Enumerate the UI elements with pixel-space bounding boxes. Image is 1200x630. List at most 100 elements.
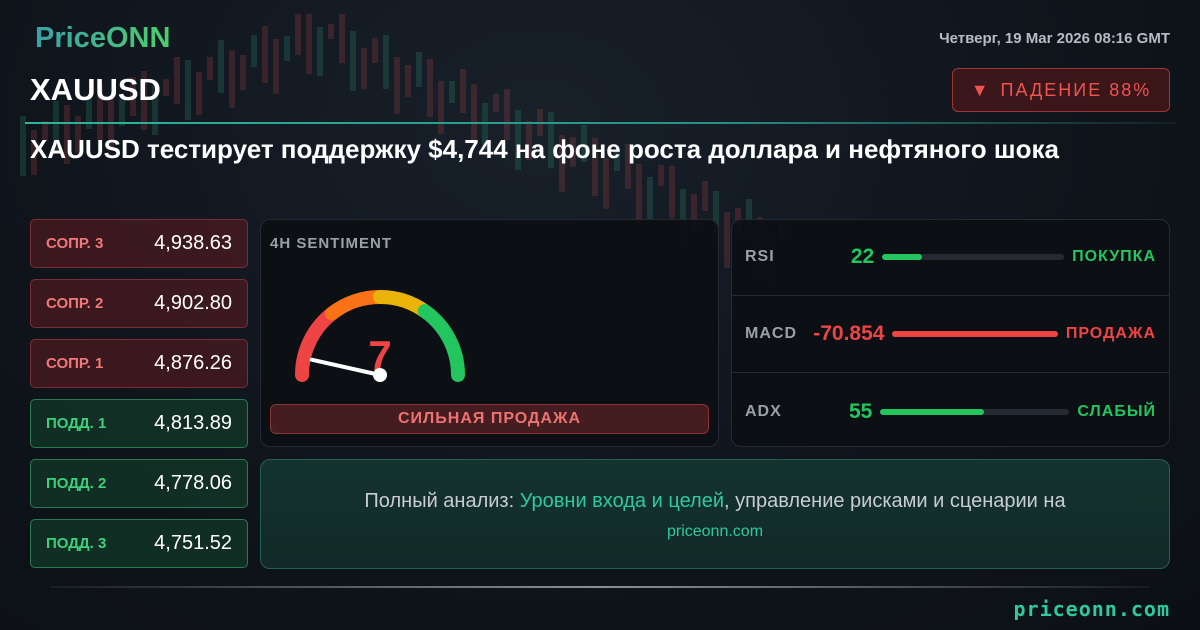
bg-candle xyxy=(42,121,48,142)
bg-candle xyxy=(317,27,323,76)
bg-candle xyxy=(229,49,235,109)
bg-candle xyxy=(493,94,499,113)
bg-candle xyxy=(394,56,400,115)
level-value: 4,902.80 xyxy=(154,292,232,314)
bg-candle xyxy=(295,14,301,56)
bg-candle xyxy=(163,78,169,97)
bg-candle xyxy=(416,52,422,88)
logo: PriceONN xyxy=(35,22,171,54)
sentiment-label: СИЛЬНАЯ ПРОДАЖА xyxy=(270,404,709,434)
bg-candle xyxy=(383,34,389,90)
trend-badge: ▼ ПАДЕНИЕ 88% xyxy=(952,68,1170,112)
bg-candle xyxy=(196,71,202,115)
bg-candle xyxy=(438,81,444,135)
cta-link[interactable]: Уровни входа и целей xyxy=(519,490,724,512)
indicator-name: MACD xyxy=(745,325,797,342)
bg-candle xyxy=(75,115,81,153)
indicator-rsi: RSI 22 ПОКУПКА xyxy=(731,219,1170,296)
indicator-bar xyxy=(892,331,1058,337)
bg-candle xyxy=(97,84,103,141)
bg-candle xyxy=(658,165,664,186)
indicator-bar-fill xyxy=(880,408,985,415)
divider xyxy=(25,122,1175,124)
gauge-segment xyxy=(417,304,465,382)
bg-candle xyxy=(361,47,367,89)
gauge-value: 7 xyxy=(368,332,391,379)
sentiment-gauge: 7 xyxy=(295,290,465,382)
bg-candle xyxy=(449,80,455,103)
triangle-down-icon: ▼ xyxy=(970,79,991,100)
level-support: ПОДД. 3 4,751.52 xyxy=(30,519,248,568)
bg-candle xyxy=(273,39,279,94)
indicator-value: 22 xyxy=(850,245,875,268)
cta-prefix: Полный анализ: xyxy=(364,490,520,512)
indicator-name: RSI xyxy=(745,248,775,265)
bg-candle xyxy=(262,25,268,84)
bg-candle xyxy=(427,58,433,117)
bg-candle xyxy=(240,55,246,90)
level-resistance: СОПР. 3 4,938.63 xyxy=(30,219,248,268)
level-label: СОПР. 3 xyxy=(46,235,104,252)
gauge-segment xyxy=(295,306,339,382)
bg-candle xyxy=(152,84,158,135)
level-label: ПОДД. 1 xyxy=(46,415,107,432)
footer-site[interactable]: priceonn.com xyxy=(1013,597,1170,621)
bg-candle xyxy=(20,116,26,176)
level-resistance: СОПР. 1 4,876.26 xyxy=(30,339,248,388)
level-label: ПОДД. 2 xyxy=(46,475,107,492)
bg-candle xyxy=(306,14,312,74)
bottom-divider xyxy=(50,586,1150,588)
gauge-segment xyxy=(324,290,387,321)
level-value: 4,938.63 xyxy=(154,232,232,254)
level-support: ПОДД. 2 4,778.06 xyxy=(30,459,248,508)
level-value: 4,751.52 xyxy=(154,532,232,554)
headline: XAUUSD тестирует поддержку $4,744 на фон… xyxy=(30,134,1059,164)
bg-candle xyxy=(141,70,147,131)
indicator-value: -70.854 xyxy=(813,322,885,345)
gauge-pivot xyxy=(373,368,387,382)
level-label: СОПР. 2 xyxy=(46,295,104,312)
sentiment-title: 4H SENTIMENT xyxy=(270,235,393,252)
bg-candle xyxy=(614,151,620,172)
bg-candle xyxy=(746,198,752,239)
symbol-title: XAUUSD xyxy=(30,72,161,107)
level-value: 4,778.06 xyxy=(154,472,232,494)
bg-candle xyxy=(471,84,477,145)
bg-candle xyxy=(339,14,345,63)
cta-site-link[interactable]: priceonn.com xyxy=(666,523,764,540)
level-label: СОПР. 1 xyxy=(46,355,104,372)
bg-candle xyxy=(669,166,675,218)
bg-candle xyxy=(647,177,653,222)
level-value: 4,813.89 xyxy=(154,412,232,434)
bg-candle xyxy=(559,135,565,192)
cta-suffix: , управление рисками и сценарии на xyxy=(724,490,1066,512)
indicator-value: 55 xyxy=(848,399,873,423)
gauge-segment xyxy=(373,290,432,319)
indicator-bar-fill xyxy=(892,331,1058,337)
bg-candle xyxy=(636,163,642,224)
bg-candle xyxy=(284,36,290,62)
gauge-needle xyxy=(309,357,382,377)
bg-candle xyxy=(548,112,554,168)
indicator-bar xyxy=(880,408,1070,415)
bg-candle xyxy=(581,124,587,162)
bg-candle xyxy=(185,59,191,120)
bg-candle xyxy=(86,99,92,130)
bg-candle xyxy=(218,39,224,94)
bg-candle xyxy=(130,77,136,117)
indicator-signal: ПОКУПКА xyxy=(1072,248,1156,265)
trend-label: ПАДЕНИЕ 88% xyxy=(1000,79,1152,100)
bg-candle xyxy=(405,65,411,98)
bg-candle xyxy=(526,121,532,161)
bg-candle xyxy=(680,189,686,248)
bg-candle xyxy=(207,57,213,80)
indicator-signal: СЛАБЫЙ xyxy=(1077,402,1156,420)
indicator-name: ADX xyxy=(745,402,782,420)
bg-candle xyxy=(603,157,609,210)
bg-candle xyxy=(328,23,334,39)
bg-candle xyxy=(31,129,37,175)
indicator-signal: ПРОДАЖА xyxy=(1065,325,1156,342)
cta-banner[interactable]: Полный анализ: Уровни входа и целей, упр… xyxy=(260,459,1170,569)
indicator-bar-fill xyxy=(882,254,923,260)
bg-candle xyxy=(372,37,378,63)
